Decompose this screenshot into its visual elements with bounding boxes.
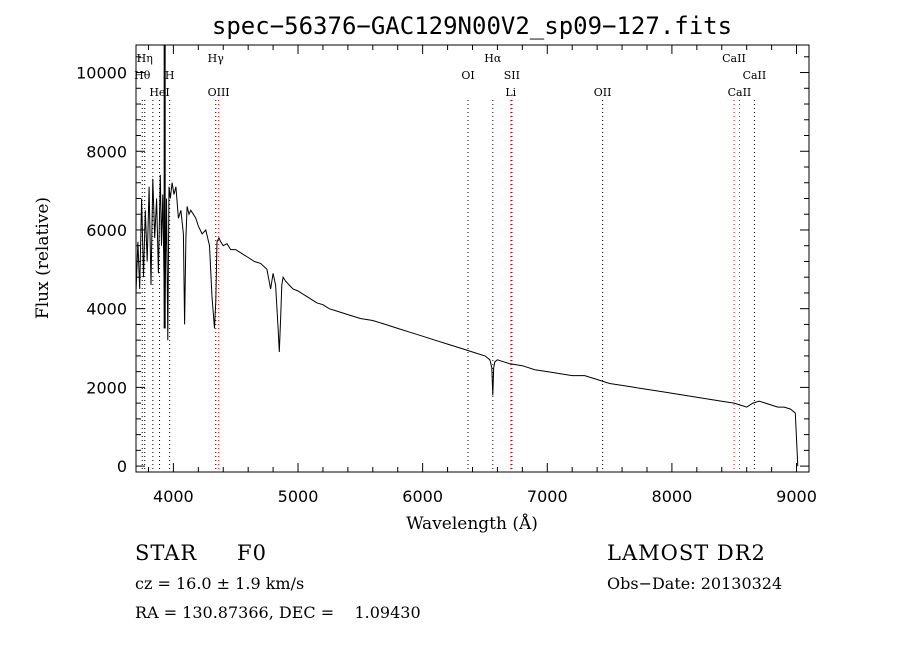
line-label-6: OIII <box>208 86 230 99</box>
x-tick-label-9000: 9000 <box>776 487 817 506</box>
ra-dec-coordinates: RA = 130.87366, DEC = 1.09430 <box>135 603 421 622</box>
x-tick-label-5000: 5000 <box>278 487 319 506</box>
plot-frame <box>135 44 810 473</box>
line-label-12: CaII <box>722 52 746 65</box>
line-label-13: CaII <box>728 86 752 99</box>
y-tick-label-8000: 8000 <box>86 142 127 161</box>
axis-ticks: 4000 5000 6000 7000 8000 9000 0 2000 4000 6000 800… <box>76 45 817 506</box>
y-tick-label-10000: 10000 <box>76 64 127 83</box>
object-subclass: F0 <box>237 541 267 565</box>
line-label-14: CaII <box>743 69 767 82</box>
line-label-11: OII <box>594 86 612 99</box>
survey-name: LAMOST DR2 <box>607 541 766 565</box>
line-label-10: SII <box>504 69 520 82</box>
spectrum-line <box>135 174 799 467</box>
object-class: STAR <box>135 541 198 565</box>
y-tick-label-2000: 2000 <box>86 378 127 397</box>
x-tick-label-4000: 4000 <box>153 487 194 506</box>
x-tick-label-6000: 6000 <box>402 487 443 506</box>
line-label-9: Li <box>505 86 516 99</box>
line-label-5: Hγ <box>208 52 225 65</box>
spectrum-series <box>135 45 799 467</box>
line-label-4: H <box>165 69 175 82</box>
y-axis-label: Flux (relative) <box>33 197 53 319</box>
x-axis-label: Wavelength (Å) <box>406 513 538 534</box>
observation-date: Obs−Date: 20130324 <box>607 574 783 593</box>
emission-line-markers: Hθ Hη HeI H Hγ OIII OI Hα Li SII OII CaII CaII CaII <box>134 52 766 472</box>
x-tick-label-7000: 7000 <box>527 487 568 506</box>
line-label-7: OI <box>461 69 474 82</box>
y-tick-label-6000: 6000 <box>86 221 127 240</box>
y-tick-label-0: 0 <box>117 457 127 476</box>
line-label-1: Hη <box>137 52 153 65</box>
x-tick-label-8000: 8000 <box>652 487 693 506</box>
y-tick-label-4000: 4000 <box>86 300 127 319</box>
line-label-3: HeI <box>149 86 169 99</box>
redshift-cz: cz = 16.0 ± 1.9 km/s <box>135 574 305 593</box>
chart-title: spec−56376−GAC129N00V2_sp09−127.fits <box>212 12 732 40</box>
line-label-8: Hα <box>484 52 502 65</box>
line-label-0: Hθ <box>134 69 151 82</box>
